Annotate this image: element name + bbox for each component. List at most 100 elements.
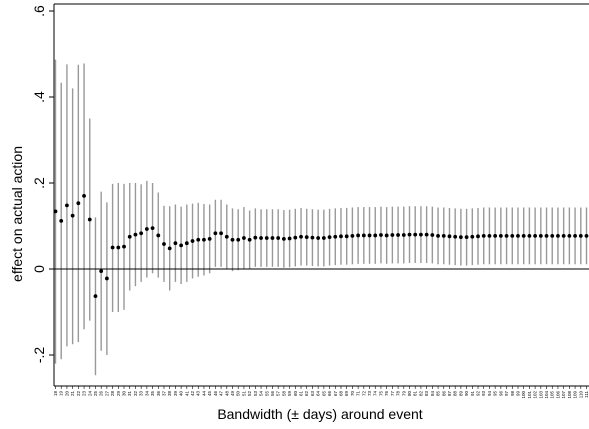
point-estimate (65, 203, 69, 208)
x-tick-label: 78 (396, 391, 401, 397)
x-tick-label: 30 (122, 391, 127, 397)
point-estimate (510, 233, 515, 238)
x-tick-label: 100 (521, 391, 526, 399)
x-tick-label: 89 (458, 391, 463, 397)
point-estimate (139, 231, 144, 236)
point-estimate (173, 241, 178, 246)
x-tick-label: 50 (236, 391, 241, 397)
x-tick-label: 48 (224, 391, 229, 397)
x-tick-label: 105 (550, 391, 555, 399)
point-estimates (53, 194, 589, 298)
x-tick-label: 70 (350, 391, 355, 397)
point-estimate (167, 246, 172, 251)
x-tick-label: 85 (436, 391, 441, 397)
point-estimate (144, 227, 149, 231)
x-tick-label: 97 (504, 391, 509, 397)
point-estimate (339, 234, 343, 239)
x-tick-label: 49 (230, 391, 235, 397)
point-estimate (299, 234, 303, 239)
point-estimate (224, 234, 229, 239)
point-estimate (430, 233, 435, 237)
x-tick-label: 94 (487, 391, 492, 397)
point-estimate (202, 237, 206, 242)
point-estimate (242, 236, 246, 240)
point-estimate (544, 233, 549, 238)
point-estimate (401, 233, 406, 237)
x-tick-label: 86 (441, 391, 446, 397)
x-tick-label: 72 (361, 391, 366, 397)
x-tick-label: 39 (173, 391, 178, 397)
point-estimate (127, 234, 132, 239)
point-estimate (396, 233, 400, 237)
y-tick-label: .2 (31, 177, 47, 189)
x-tick-label: 108 (567, 391, 572, 399)
point-estimate (373, 233, 378, 238)
x-tick-label: 69 (344, 391, 349, 397)
point-estimate (162, 242, 166, 246)
x-tick-label: 106 (555, 391, 560, 399)
x-tick-label: 24 (87, 391, 92, 397)
point-estimate (441, 233, 446, 238)
x-tick-label: 47 (219, 391, 224, 397)
point-estimate (247, 237, 252, 242)
point-estimate (367, 233, 372, 238)
x-tick-label: 58 (281, 391, 286, 397)
point-estimate (287, 236, 292, 241)
point-estimate (361, 233, 366, 238)
point-estimate (384, 233, 389, 238)
point-estimate (230, 237, 235, 242)
x-tick-label: 65 (321, 391, 326, 397)
point-estimate (436, 233, 440, 238)
x-tick-label: 21 (70, 391, 75, 397)
x-tick-label: 33 (139, 391, 144, 397)
x-tick-label: 103 (538, 391, 543, 399)
x-tick-label: 93 (481, 391, 486, 397)
point-estimate (184, 241, 189, 246)
y-tick-label: -.2 (31, 347, 47, 364)
point-estimate (156, 233, 161, 238)
point-estimate (59, 218, 64, 223)
x-tick-label: 62 (304, 391, 309, 397)
point-estimate (276, 236, 281, 240)
point-estimate (264, 236, 269, 240)
y-tick-label: .4 (31, 91, 47, 103)
point-estimate (453, 234, 458, 239)
point-estimate (293, 235, 298, 240)
x-tick-label: 76 (384, 391, 389, 397)
x-tick-label: 28 (110, 391, 115, 397)
x-tick-label: 32 (133, 391, 138, 397)
point-estimate (344, 234, 349, 239)
x-tick-label: 25 (93, 391, 98, 397)
x-tick-label: 109 (573, 391, 578, 399)
point-estimate (304, 235, 309, 240)
point-estimate (179, 243, 184, 248)
x-tick-label: 66 (327, 391, 332, 397)
point-estimate (407, 232, 412, 237)
point-estimate (476, 234, 480, 239)
point-estimate (390, 233, 395, 237)
y-axis-label: effect on actual action (9, 146, 25, 282)
x-tick-label: 54 (259, 391, 264, 397)
x-tick-label: 19 (59, 391, 64, 397)
x-axis-label: Bandwidth (± days) around event (217, 406, 422, 422)
point-estimate (87, 217, 92, 222)
x-tick-label: 95 (493, 391, 498, 397)
x-tick-label: 55 (264, 391, 269, 397)
x-tick-label: 26 (99, 391, 104, 397)
point-estimate (464, 235, 469, 240)
x-tick-label: 22 (76, 391, 81, 397)
point-estimate (219, 231, 223, 236)
point-estimate (310, 235, 315, 240)
point-estimate (281, 237, 286, 241)
x-tick-label: 77 (390, 391, 395, 397)
point-estimate (413, 232, 418, 237)
x-tick-label: 45 (207, 391, 212, 397)
x-tick-label: 71 (356, 391, 361, 397)
x-tick-label: 91 (470, 391, 475, 397)
point-estimate (350, 233, 355, 238)
point-estimate (213, 231, 218, 236)
x-tick-label: 34 (144, 391, 149, 397)
point-estimate (533, 233, 538, 238)
